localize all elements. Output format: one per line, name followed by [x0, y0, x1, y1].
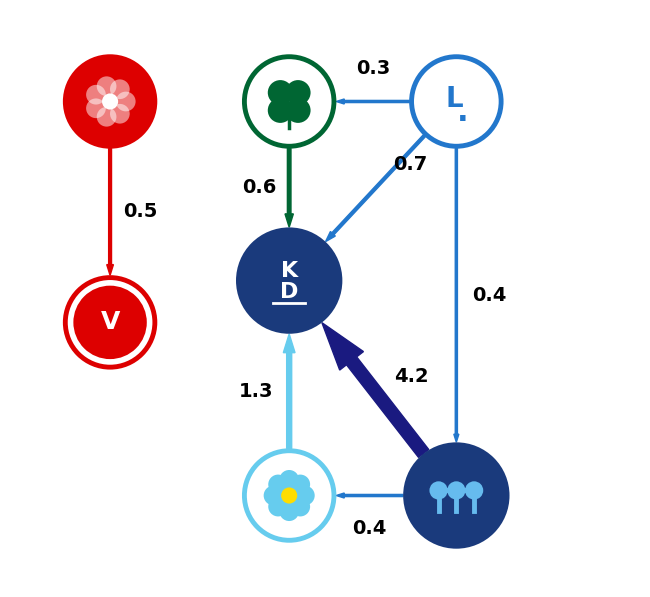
- Circle shape: [73, 64, 147, 139]
- Text: 0.3: 0.3: [356, 59, 390, 78]
- FancyArrow shape: [322, 322, 429, 457]
- Circle shape: [73, 285, 147, 359]
- FancyArrow shape: [107, 149, 113, 275]
- Circle shape: [65, 57, 155, 146]
- Circle shape: [268, 475, 288, 494]
- Circle shape: [264, 486, 283, 505]
- Circle shape: [291, 497, 310, 516]
- FancyArrow shape: [336, 99, 410, 104]
- FancyArrow shape: [454, 149, 459, 442]
- Text: V: V: [100, 310, 120, 334]
- Circle shape: [280, 470, 299, 490]
- Text: L: L: [445, 85, 463, 113]
- FancyArrow shape: [285, 149, 293, 227]
- Circle shape: [86, 99, 106, 118]
- Circle shape: [411, 57, 501, 146]
- FancyArrow shape: [336, 493, 403, 498]
- Circle shape: [430, 481, 448, 500]
- Circle shape: [406, 445, 507, 546]
- FancyArrow shape: [283, 334, 295, 448]
- Circle shape: [285, 80, 311, 105]
- Text: 0.4: 0.4: [472, 286, 506, 305]
- Text: K: K: [281, 261, 298, 281]
- Circle shape: [116, 91, 136, 111]
- Circle shape: [110, 79, 130, 99]
- Circle shape: [268, 497, 288, 516]
- Circle shape: [291, 475, 310, 494]
- Circle shape: [295, 486, 315, 505]
- Circle shape: [285, 98, 311, 123]
- Text: D: D: [280, 282, 298, 301]
- Text: 0.5: 0.5: [123, 202, 157, 221]
- Circle shape: [239, 230, 340, 331]
- Circle shape: [97, 107, 116, 127]
- Circle shape: [281, 487, 297, 503]
- Circle shape: [97, 76, 116, 96]
- Circle shape: [110, 104, 130, 124]
- Circle shape: [280, 501, 299, 521]
- Text: 1.3: 1.3: [239, 381, 274, 401]
- Text: 0.6: 0.6: [242, 179, 276, 198]
- Circle shape: [268, 80, 293, 105]
- Text: 0.4: 0.4: [352, 519, 387, 538]
- Circle shape: [268, 98, 293, 123]
- Circle shape: [244, 57, 334, 146]
- Circle shape: [86, 85, 106, 104]
- Circle shape: [465, 481, 483, 500]
- FancyArrow shape: [326, 135, 425, 242]
- Text: 0.7: 0.7: [394, 155, 428, 174]
- Text: 4.2: 4.2: [395, 367, 429, 386]
- Circle shape: [65, 278, 155, 367]
- Circle shape: [244, 451, 334, 540]
- Text: .: .: [457, 98, 469, 127]
- Circle shape: [102, 93, 118, 110]
- Circle shape: [447, 481, 465, 500]
